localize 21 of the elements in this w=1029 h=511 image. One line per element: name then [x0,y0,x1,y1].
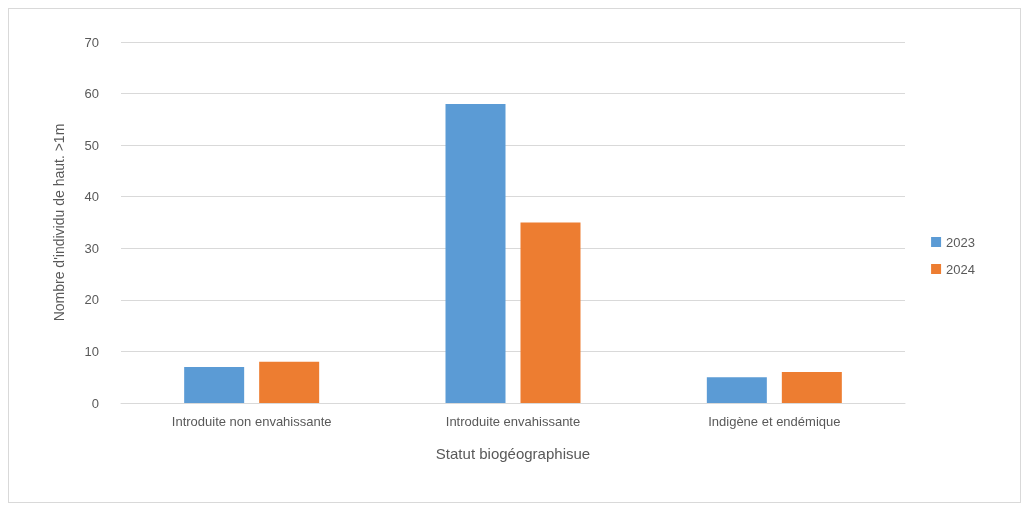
bar [520,222,581,403]
y-tick-label: 20 [84,292,99,308]
x-tick-label: Introduite envahissante [445,414,581,429]
bar [445,103,506,403]
y-tick-label: 40 [84,189,99,205]
x-tick-label: Indigène et endémique [708,414,841,429]
y-tick-label: 50 [84,137,99,153]
y-tick-label: 70 [84,34,99,50]
legend-label: 2023 [946,234,975,250]
y-tick-label: 10 [84,343,99,359]
x-axis-title: Statut biogéographisue [435,445,591,462]
y-tick-label: 60 [84,86,99,102]
y-axis-title: Nombre d'individu de haut. >1m [51,123,67,322]
y-tick-label: 0 [91,395,99,411]
bar [706,377,767,403]
bar [259,361,320,403]
x-tick-label: Introduite non envahissante [171,414,332,429]
legend-label: 2024 [946,261,975,277]
y-tick-label: 30 [84,240,99,256]
bar [184,366,245,403]
bar [781,372,842,403]
